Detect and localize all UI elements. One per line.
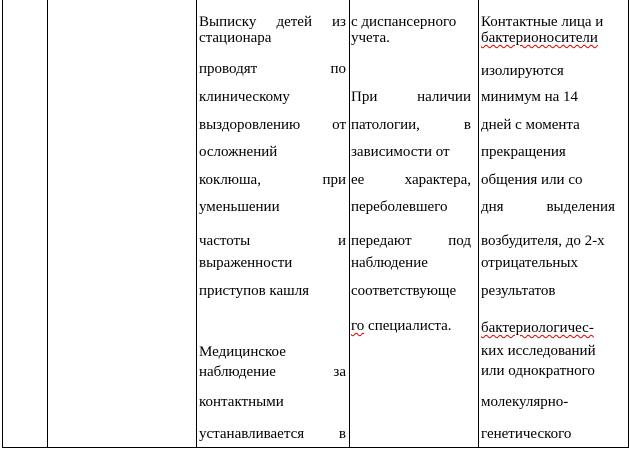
text-line: приступов кашля bbox=[199, 283, 310, 299]
text-line: учета. bbox=[351, 30, 390, 46]
text-line: изолируются bbox=[481, 63, 564, 79]
text-line: возбудителя, до 2-х bbox=[481, 233, 605, 249]
word: наличии bbox=[417, 89, 471, 105]
text-line: выраженности bbox=[199, 255, 293, 271]
text-line: с диспансерного bbox=[351, 14, 457, 30]
table-border-left bbox=[2, 0, 3, 448]
text-line: соответствующе bbox=[351, 283, 457, 299]
text-line: контактными bbox=[199, 394, 284, 410]
word: в bbox=[338, 426, 346, 442]
word: характера, bbox=[404, 172, 471, 188]
text-line: ее характера, bbox=[351, 172, 471, 188]
text-line: уменьшении bbox=[199, 199, 280, 215]
word: дня bbox=[481, 199, 504, 215]
text-line: коклюша, при bbox=[199, 172, 346, 188]
column-divider bbox=[47, 0, 48, 448]
word: за bbox=[333, 364, 346, 380]
word: ее bbox=[351, 172, 365, 188]
spellcheck-underlined-word: го bbox=[351, 318, 365, 334]
text-line: минимум на 14 bbox=[481, 89, 579, 105]
text-line: наблюдение bbox=[351, 255, 428, 271]
word: при bbox=[322, 172, 346, 188]
text-line: или однократного bbox=[481, 363, 595, 379]
word: по bbox=[330, 61, 346, 77]
word: коклюша, bbox=[199, 172, 261, 188]
text-line: устанавливается в bbox=[199, 426, 346, 442]
text-line: Контактные лица и bbox=[481, 14, 604, 30]
text-line: При наличии bbox=[351, 89, 471, 105]
word: передают bbox=[351, 233, 412, 249]
text-line: бактериологичес- bbox=[481, 320, 594, 336]
spellcheck-underlined-word: бактерионосители bbox=[481, 30, 598, 46]
word: из bbox=[332, 14, 346, 30]
spellcheck-underlined-word: бактериологичес- bbox=[481, 320, 594, 336]
text-line: го специалиста. bbox=[351, 318, 452, 334]
word: под bbox=[448, 233, 471, 249]
text-line: наблюдение за bbox=[199, 364, 346, 380]
word: в bbox=[463, 117, 471, 133]
text-line: клиническому bbox=[199, 89, 290, 105]
text-line: молекулярно- bbox=[481, 394, 569, 410]
text-line: дня выделения bbox=[481, 199, 615, 215]
word: детей bbox=[276, 14, 312, 30]
text-line: стационара bbox=[199, 30, 272, 46]
text-line: прекращения bbox=[481, 144, 566, 160]
word: частоты bbox=[199, 233, 251, 249]
word: и bbox=[337, 233, 346, 249]
text-line: передают под bbox=[351, 233, 471, 249]
word: При bbox=[351, 89, 378, 105]
text-line: проводят по bbox=[199, 61, 346, 77]
word: устанавливается bbox=[199, 426, 305, 442]
table-border-right bbox=[628, 0, 629, 448]
text-line: генетического bbox=[481, 426, 572, 442]
word: от bbox=[332, 117, 346, 133]
text-line: частоты и bbox=[199, 233, 346, 249]
text-line: переболевшего bbox=[351, 199, 448, 215]
text-line: отрицательных bbox=[481, 255, 579, 271]
table-border-bottom bbox=[2, 447, 629, 448]
word: выздоровлению bbox=[199, 117, 301, 133]
text-line: дней с момента bbox=[481, 117, 580, 133]
text-line: Медицинское bbox=[199, 344, 286, 360]
text-line: зависимости от bbox=[351, 144, 450, 160]
text-line: патологии, в bbox=[351, 117, 471, 133]
word: выделения bbox=[546, 199, 615, 215]
word: Выписку bbox=[199, 14, 257, 30]
text-line: осложнений bbox=[199, 144, 278, 160]
column-divider bbox=[196, 0, 197, 448]
text-line: бактерионосители bbox=[481, 30, 598, 46]
text-line: результатов bbox=[481, 283, 556, 299]
text-line: выздоровлению от bbox=[199, 117, 346, 133]
word: патологии, bbox=[351, 117, 420, 133]
word: наблюдение bbox=[199, 364, 276, 380]
word: проводят bbox=[199, 61, 258, 77]
column-divider bbox=[349, 0, 350, 448]
column-divider bbox=[478, 0, 479, 448]
text-line: ких исследований bbox=[481, 343, 596, 359]
text-line: Выписку детей из bbox=[199, 14, 346, 30]
text-line: общения или со bbox=[481, 172, 583, 188]
